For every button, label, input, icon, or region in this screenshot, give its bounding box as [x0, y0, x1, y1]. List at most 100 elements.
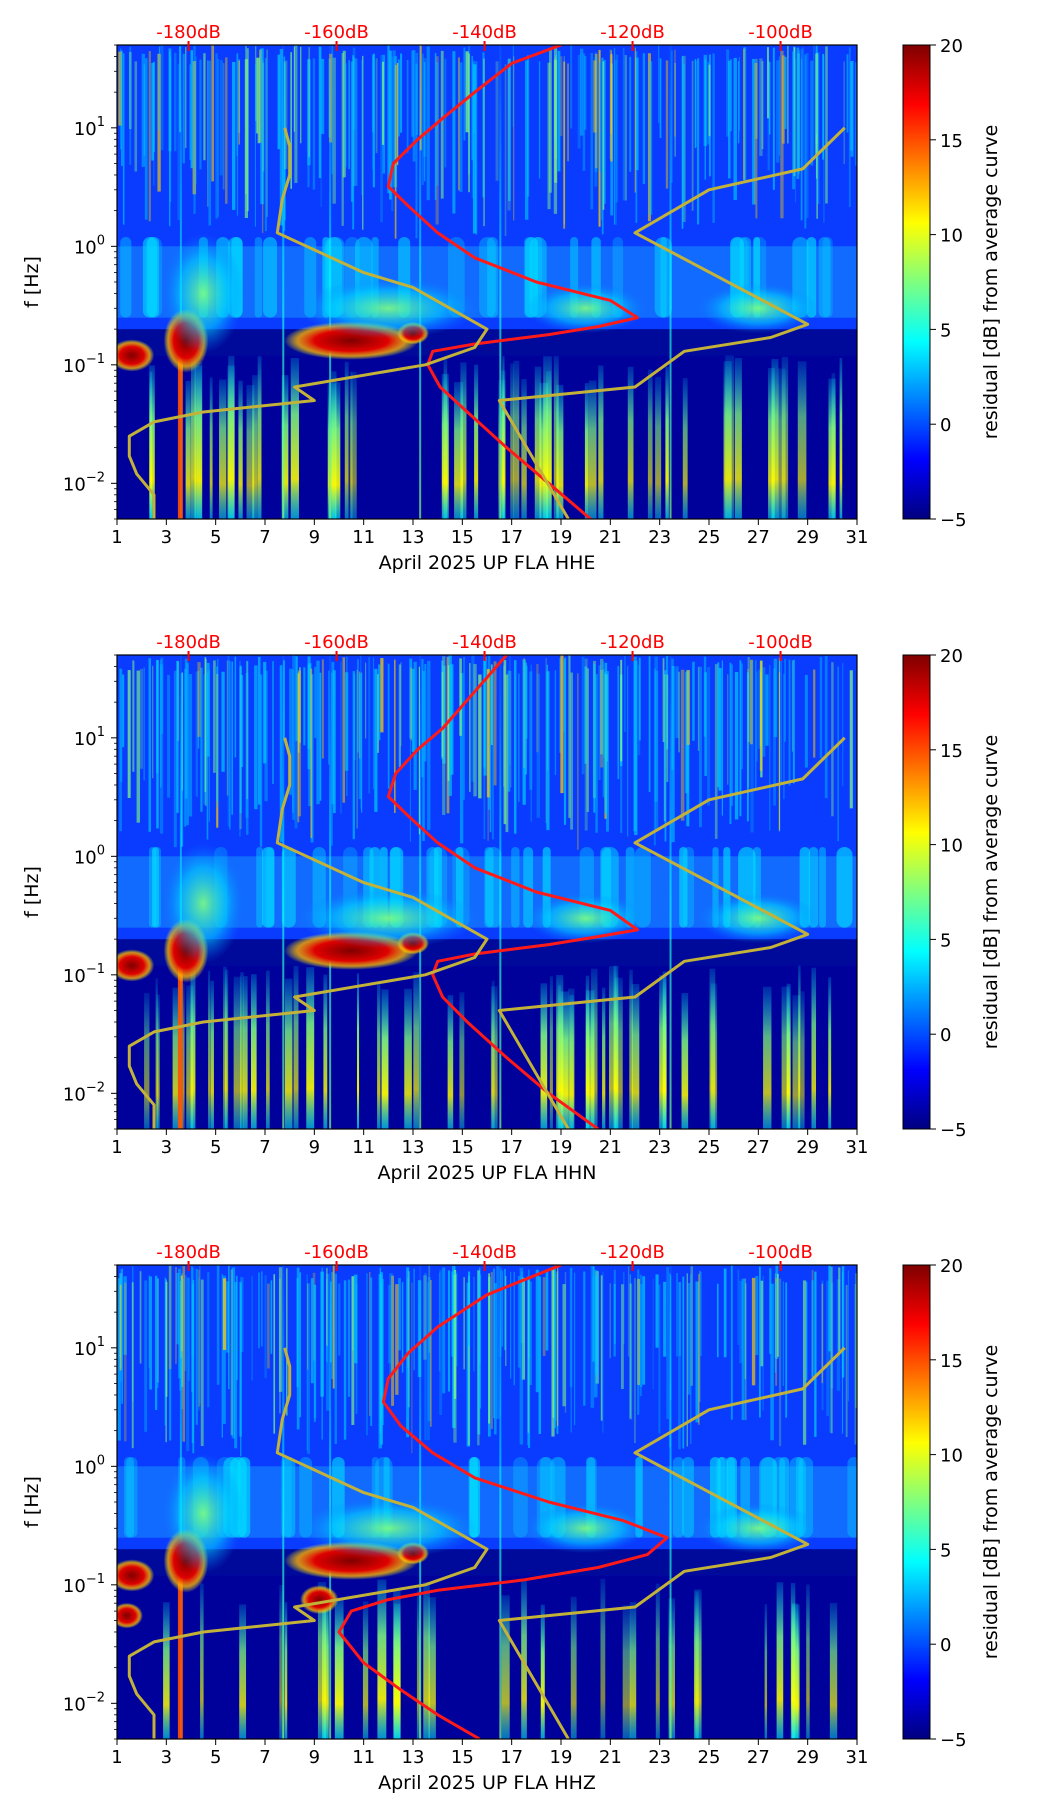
- x-tick-label: 15: [451, 1137, 474, 1158]
- y-tick-label: 10−1: [63, 1572, 105, 1597]
- y-tick-label: 10−2: [63, 470, 105, 495]
- x-tick-label: 3: [161, 527, 172, 548]
- average-curve-line: [386, 45, 639, 519]
- x-tick-label: 1: [111, 527, 122, 548]
- x-tick-label: 9: [309, 1137, 320, 1158]
- top-db-label: -100dB: [748, 22, 813, 43]
- y-tick-label: 100: [74, 843, 105, 868]
- top-db-label: -180dB: [156, 632, 221, 653]
- spectrogram-image: [117, 655, 857, 1129]
- top-db-label: -140dB: [452, 22, 517, 43]
- model-curve-line: [497, 126, 846, 519]
- x-tick-label: 27: [747, 527, 770, 548]
- x-tick-label: 17: [500, 1747, 523, 1768]
- x-tick-label: 31: [846, 527, 869, 548]
- x-tick-label: 29: [796, 1137, 819, 1158]
- x-tick-label: 19: [550, 1137, 573, 1158]
- x-tick-label: 11: [352, 527, 375, 548]
- x-tick-label: 9: [309, 1747, 320, 1768]
- colorbar-tick-label: 15: [940, 1351, 963, 1372]
- colorbar-tick-label: 5: [940, 320, 951, 341]
- x-tick-label: 5: [210, 1747, 221, 1768]
- colorbar-tick-label: 5: [940, 930, 951, 951]
- x-tick-label: 13: [402, 1137, 425, 1158]
- x-tick-label: 3: [161, 1747, 172, 1768]
- x-tick-label: 25: [698, 1137, 721, 1158]
- x-tick-label: 21: [599, 1137, 622, 1158]
- x-tick-label: 31: [846, 1137, 869, 1158]
- x-tick-label: 13: [402, 527, 425, 548]
- colorbar-tick-label: 20: [940, 1256, 963, 1277]
- colorbar-tick-label: 20: [940, 36, 963, 57]
- x-tick-label: 25: [698, 527, 721, 548]
- y-tick-label: 10−2: [63, 1080, 105, 1105]
- x-tick-label: 19: [550, 1747, 573, 1768]
- model-curve-line: [127, 1347, 489, 1739]
- x-tick-label: 15: [451, 527, 474, 548]
- x-axis-title: April 2025 UP FLA HHN: [377, 1162, 596, 1184]
- top-db-label: -120dB: [600, 1242, 665, 1263]
- x-tick-label: 29: [796, 1747, 819, 1768]
- y-tick-label: 100: [74, 1453, 105, 1478]
- colorbar-tick-label: 0: [940, 1635, 951, 1656]
- y-tick-label: 100: [74, 233, 105, 258]
- x-tick-label: 19: [550, 527, 573, 548]
- model-curve-line: [497, 1346, 846, 1739]
- x-tick-label: 21: [599, 1747, 622, 1768]
- y-axis-title: f [Hz]: [21, 866, 43, 918]
- x-tick-label: 27: [747, 1747, 770, 1768]
- top-db-label: -120dB: [600, 632, 665, 653]
- y-tick-label: 10−1: [63, 352, 105, 377]
- x-tick-label: 5: [210, 527, 221, 548]
- top-db-label: -180dB: [156, 22, 221, 43]
- colorbar-title: residual [dB] from average curve: [980, 1345, 1002, 1660]
- x-tick-label: 7: [259, 527, 270, 548]
- colorbar: −5 0 5 10 15 20 residual [dB] from average cur…: [902, 36, 1002, 531]
- colorbar-tick-label: −5: [940, 510, 967, 531]
- spectrogram-image: [117, 1265, 857, 1739]
- x-axis-title: April 2025 UP FLA HHZ: [378, 1772, 596, 1794]
- x-tick-label: 7: [259, 1747, 270, 1768]
- average-curve-line: [386, 655, 639, 1129]
- y-axis-title: f [Hz]: [21, 1476, 43, 1528]
- colorbar-tick-label: 15: [940, 741, 963, 762]
- x-tick-label: 23: [648, 1137, 671, 1158]
- x-tick-label: 9: [309, 527, 320, 548]
- x-tick-label: 23: [648, 1747, 671, 1768]
- colorbar-tick-label: 10: [940, 836, 963, 857]
- y-tick-label: 10−2: [63, 1690, 105, 1715]
- x-tick-label: 1: [111, 1747, 122, 1768]
- average-curve-line: [337, 1265, 669, 1739]
- x-tick-label: 29: [796, 527, 819, 548]
- spectrogram-image: [117, 45, 857, 519]
- x-tick-label: 17: [500, 1137, 523, 1158]
- colorbar-title: residual [dB] from average curve: [980, 125, 1002, 440]
- top-db-label: -160dB: [304, 632, 369, 653]
- y-tick-label: 101: [74, 725, 105, 750]
- x-tick-label: 11: [352, 1747, 375, 1768]
- x-tick-label: 7: [259, 1137, 270, 1158]
- model-curve-line: [127, 127, 489, 519]
- y-tick-label: 101: [74, 115, 105, 140]
- colorbar-tick-label: 0: [940, 1025, 951, 1046]
- top-db-label: -100dB: [748, 1242, 813, 1263]
- colorbar-tick-label: 5: [940, 1540, 951, 1561]
- top-db-label: -160dB: [304, 22, 369, 43]
- x-tick-label: 13: [402, 1747, 425, 1768]
- top-db-label: -140dB: [452, 1242, 517, 1263]
- colorbar-tick-label: −5: [940, 1120, 967, 1141]
- colorbar-title: residual [dB] from average curve: [980, 735, 1002, 1050]
- x-axis-title: April 2025 UP FLA HHE: [379, 552, 596, 574]
- colorbar-tick-label: −5: [940, 1730, 967, 1751]
- x-tick-label: 1: [111, 1137, 122, 1158]
- model-curve-line: [497, 736, 846, 1129]
- colorbar-tick-label: 20: [940, 646, 963, 667]
- y-axis-title: f [Hz]: [21, 256, 43, 308]
- x-tick-label: 21: [599, 527, 622, 548]
- x-tick-label: 5: [210, 1137, 221, 1158]
